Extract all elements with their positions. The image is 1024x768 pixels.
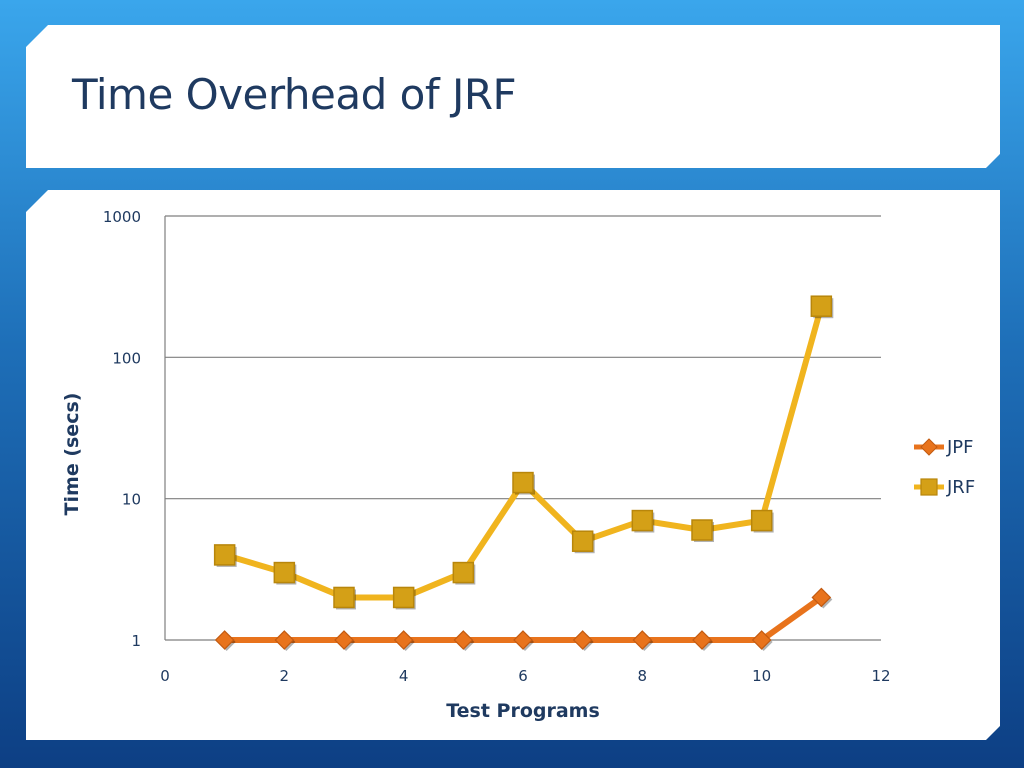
legend-label: JRF [946,477,975,498]
x-tick-label: 12 [871,667,890,685]
chart-series [213,295,834,651]
data-point-jrf [512,471,534,494]
data-point-jrf [631,509,654,532]
x-axis-ticks: 0 2 4 6 8 10 12 [160,667,890,685]
data-point-jpf [393,630,414,650]
data-point-jrf [571,530,594,552]
data-point-jrf [333,586,355,609]
y-tick-label: 10 [122,491,141,509]
series-jpf [214,587,833,651]
data-point-jpf [334,630,354,650]
x-tick-label: 2 [280,667,290,685]
series-jrf [213,295,834,610]
data-point-jpf [632,630,653,650]
data-point-jrf [750,509,773,532]
data-point-jpf [811,587,832,608]
y-axis-title: Time (secs) [61,393,83,516]
legend-item-jrf: JRF [914,477,975,498]
x-tick-label: 10 [752,667,771,685]
data-point-jpf [692,630,712,650]
x-axis-title: Test Programs [446,700,600,722]
x-tick-label: 6 [518,667,528,685]
data-point-jrf [392,586,415,609]
y-tick-label: 1000 [103,208,141,226]
data-point-jrf [691,519,713,541]
legend-label: JPF [946,437,974,458]
data-point-jrf [213,544,236,566]
chart-legend: JPF JRF [914,437,975,498]
data-point-jrf [273,561,296,584]
slide-title: Time Overhead of JRF [72,70,517,119]
x-tick-label: 0 [160,667,170,685]
legend-marker [920,438,938,456]
data-point-jpf [751,630,772,650]
data-point-jpf [214,630,235,650]
line-chart: 1 10 100 1000 0 2 4 6 8 10 12 Test Programs Time … [61,208,975,722]
y-tick-label: 1 [131,632,141,650]
chart-gridlines [164,215,881,641]
legend-marker [920,478,938,496]
y-tick-label: 100 [112,349,141,367]
title-panel [26,25,1000,168]
chart-panel [26,190,1000,740]
data-point-jpf [572,630,593,650]
x-tick-label: 4 [399,667,409,685]
y-axis-ticks: 1 10 100 1000 [103,208,141,650]
data-point-jrf [452,561,475,584]
data-point-jpf [513,630,533,650]
data-point-jpf [274,630,295,650]
legend-item-jpf: JPF [914,437,974,458]
series-line-jrf [221,303,825,601]
data-point-jpf [453,630,474,650]
x-tick-label: 8 [638,667,648,685]
data-point-jrf [810,295,833,317]
